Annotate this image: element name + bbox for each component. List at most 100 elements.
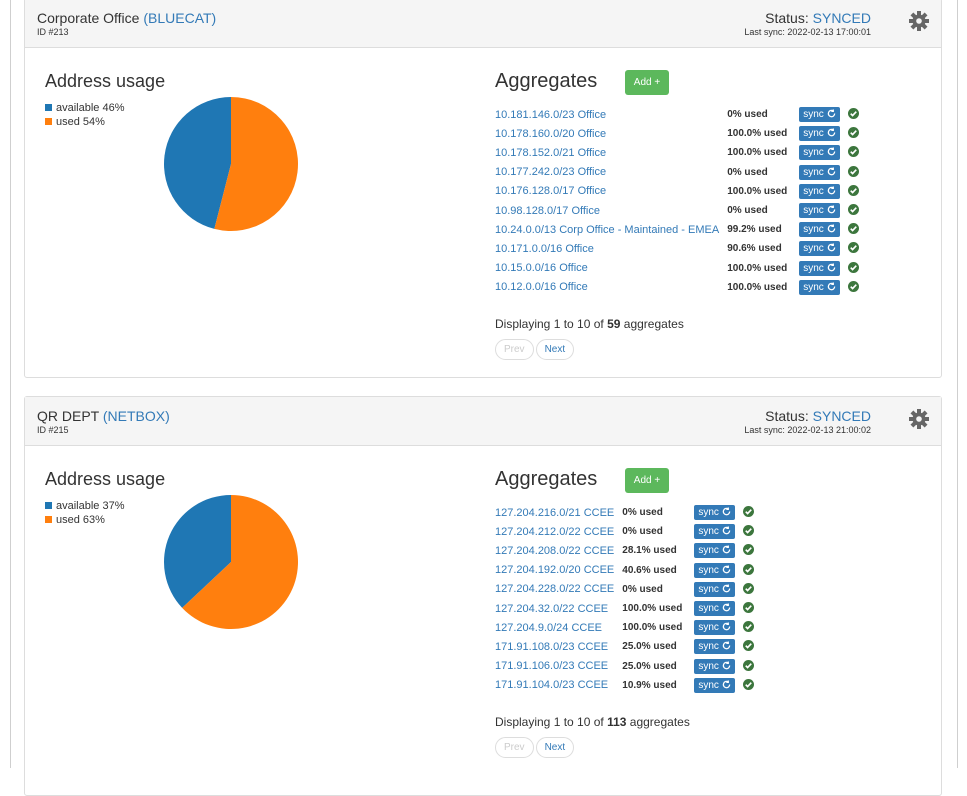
pagination-info: Displaying 1 to 10 of 59 aggregates — [495, 317, 684, 331]
ok-check — [745, 624, 752, 630]
aggregate-link[interactable]: 10.176.128.0/17 Office — [495, 185, 607, 198]
legend-value: 37% — [102, 500, 125, 512]
settings-gear[interactable] — [909, 11, 929, 31]
aggregate-row: 10.15.0.0/16 Office 100.0% used sync — [495, 259, 867, 278]
sync-button[interactable]: sync — [694, 677, 735, 693]
ok-check — [849, 168, 857, 175]
sync-button[interactable]: sync — [694, 562, 735, 578]
next-button[interactable]: Next — [535, 737, 575, 758]
aggregate-link[interactable]: 10.178.160.0/20 Office — [495, 127, 607, 140]
aggregate-name-cell: 10.171.0.0/16 Office — [495, 239, 727, 258]
sync-icon — [827, 282, 836, 291]
status-cell — [742, 618, 762, 637]
add-button[interactable]: Add + — [625, 468, 669, 493]
legend: available 46% used 54% — [45, 101, 125, 129]
add-button[interactable]: Add + — [625, 70, 669, 95]
sync-arrows — [827, 128, 836, 137]
aggregate-link[interactable]: 10.15.0.0/16 Office — [495, 262, 588, 275]
aggregate-usage: 100.0% used — [622, 603, 683, 615]
sync-arrows — [722, 545, 731, 554]
sync-button[interactable]: sync — [694, 601, 735, 617]
sync-label: sync — [803, 281, 824, 293]
sync-button[interactable]: sync — [799, 279, 840, 295]
sync-icon — [722, 603, 731, 612]
aggregate-link[interactable]: 10.181.146.0/23 Office — [495, 108, 607, 121]
legend-swatch — [45, 516, 52, 523]
ok-icon — [847, 261, 859, 273]
ok-check — [745, 585, 752, 592]
sync-button[interactable]: sync — [799, 145, 840, 161]
sync-button[interactable]: sync — [799, 126, 840, 142]
aggregate-link[interactable]: 171.91.106.0/23 CCEE — [495, 660, 609, 673]
aggregate-link[interactable]: 10.171.0.0/16 Office — [495, 242, 594, 255]
sync-arrows — [827, 205, 836, 214]
legend-swatch — [45, 502, 52, 509]
sync-arrows — [722, 565, 731, 573]
aggregate-row: 127.204.216.0/21 CCEE 0% used sync — [495, 503, 762, 522]
ok-icon — [847, 165, 859, 177]
sync-button[interactable]: sync — [694, 505, 735, 521]
legend-item: available 46% — [45, 101, 125, 115]
sync-button[interactable]: sync — [799, 260, 840, 276]
aggregate-link[interactable]: 127.204.228.0/22 CCEE — [495, 583, 615, 596]
sync-button[interactable]: sync — [694, 658, 735, 674]
ok-icon — [742, 621, 754, 633]
sync-arrows — [827, 243, 836, 252]
aggregate-link[interactable]: 127.204.32.0/22 CCEE — [495, 602, 609, 615]
aggregate-link[interactable]: 127.204.208.0/22 CCEE — [495, 544, 615, 557]
aggregate-link[interactable]: 10.98.128.0/17 Office — [495, 204, 600, 217]
aggregate-link[interactable]: 171.91.108.0/23 CCEE — [495, 640, 609, 653]
aggregate-link[interactable]: 10.12.0.0/16 Office — [495, 281, 588, 294]
aggregate-usage: 0% used — [622, 526, 663, 538]
sync-button[interactable]: sync — [799, 241, 840, 257]
status-value[interactable]: SYNCED — [812, 10, 871, 26]
status-value[interactable]: SYNCED — [812, 408, 871, 424]
sync-button[interactable]: sync — [694, 524, 735, 540]
sync-cell: sync — [694, 657, 743, 676]
sync-button[interactable]: sync — [694, 620, 735, 636]
sync-label: sync — [803, 185, 824, 197]
ok-check — [745, 662, 752, 669]
aggregate-link[interactable]: 127.204.9.0/24 CCEE — [495, 621, 603, 634]
sync-label: sync — [698, 526, 719, 538]
ok-icon — [847, 242, 859, 254]
aggregate-row: 10.178.152.0/21 Office 100.0% used sync — [495, 143, 867, 162]
sync-button[interactable]: sync — [799, 183, 840, 199]
settings-gear[interactable] — [909, 409, 929, 429]
aggregate-link[interactable]: 10.177.242.0/23 Office — [495, 166, 607, 179]
aggregate-link[interactable]: 127.204.216.0/21 CCEE — [495, 506, 615, 519]
sync-button[interactable]: sync — [694, 581, 735, 597]
prev-button[interactable]: Prev — [495, 737, 534, 758]
sync-button[interactable]: sync — [799, 164, 840, 180]
aggregate-link[interactable]: 171.91.104.0/23 CCEE — [495, 679, 609, 692]
aggregate-usage: 0% used — [727, 205, 768, 217]
next-button[interactable]: Next — [535, 339, 575, 360]
sync-button[interactable]: sync — [799, 203, 840, 219]
aggregate-link[interactable]: 127.204.212.0/22 CCEE — [495, 525, 615, 538]
aggregate-link[interactable]: 10.178.152.0/21 Office — [495, 146, 607, 159]
aggregate-link[interactable]: 127.204.192.0/20 CCEE — [495, 564, 615, 577]
sync-icon — [827, 186, 836, 195]
sync-cell: sync — [694, 522, 743, 541]
prev-button[interactable]: Prev — [495, 339, 534, 360]
sync-arrows — [722, 584, 731, 593]
aggregate-usage: 0% used — [622, 507, 663, 519]
sync-button[interactable]: sync — [694, 639, 735, 655]
sync-icon — [827, 128, 836, 137]
ok-check — [849, 187, 857, 194]
aggregates-title: Aggregates — [495, 468, 598, 490]
legend-item: used 54% — [45, 115, 125, 129]
aggregate-name-cell: 127.204.208.0/22 CCEE — [495, 541, 622, 560]
sync-button[interactable]: sync — [799, 107, 840, 123]
pie-slice — [164, 495, 231, 608]
sync-button[interactable]: sync — [694, 543, 735, 559]
status-cell — [742, 580, 762, 599]
sync-label: sync — [803, 109, 824, 121]
container-border — [10, 0, 11, 768]
aggregate-row: 127.204.212.0/22 CCEE 0% used sync — [495, 522, 762, 541]
panel-source[interactable]: (BLUECAT) — [143, 10, 217, 26]
sync-button[interactable]: sync — [799, 222, 840, 238]
aggregate-link[interactable]: 10.24.0.0/13 Corp Office - Maintained - … — [495, 223, 720, 236]
aggregate-name-cell: 10.177.242.0/23 Office — [495, 163, 727, 182]
panel-source[interactable]: (NETBOX) — [102, 408, 170, 424]
